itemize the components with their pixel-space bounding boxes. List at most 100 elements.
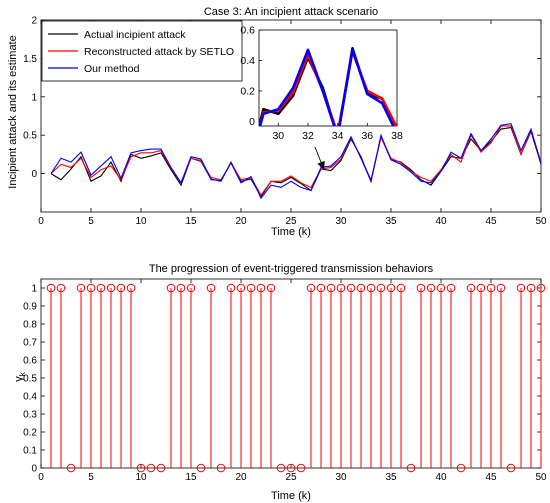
- inset-y-tick-label: 0.4: [240, 55, 255, 67]
- inset-y-tick-label: 0.6: [240, 25, 255, 37]
- y-tick-label: 0.1: [23, 446, 37, 457]
- series-line-2: [50, 123, 542, 200]
- stem-marker: [526, 283, 536, 293]
- x-tick-label: 35: [385, 216, 397, 227]
- stem-marker: [166, 283, 176, 293]
- ylabel-gamma: γ: [13, 376, 25, 382]
- stem-marker: [426, 283, 436, 293]
- stem-marker: [496, 283, 506, 293]
- stem-marker: [286, 463, 296, 473]
- y-tick-label: 0.5: [23, 131, 37, 142]
- stem-marker: [376, 283, 386, 293]
- stem-marker: [266, 283, 276, 293]
- x-tick-label: 10: [135, 216, 147, 227]
- stem-marker: [226, 283, 236, 293]
- stem-marker: [516, 283, 526, 293]
- y-tick-label: 0: [31, 464, 37, 475]
- stem-marker: [316, 283, 326, 293]
- attack-chart-title: Case 3: An incipient attack scenario: [204, 6, 378, 18]
- stem-marker: [486, 283, 496, 293]
- x-tick-label: 20: [235, 216, 247, 227]
- stem-marker: [326, 283, 336, 293]
- transmission-chart-ylabel: γk: [13, 371, 27, 382]
- x-tick-label: 15: [185, 216, 197, 227]
- stem-marker: [366, 283, 376, 293]
- legend-entry: Reconstructed attack by SETLO: [84, 46, 234, 58]
- x-tick-label: 40: [435, 216, 447, 227]
- inset-x-tick-label: 30: [272, 130, 284, 142]
- stem-marker: [236, 283, 246, 293]
- attack-chart-legend: Actual incipient attack Reconstructed att…: [41, 20, 243, 82]
- stem-marker: [196, 463, 206, 473]
- stem-marker: [126, 283, 136, 293]
- inset-y-tick-label: 0.2: [240, 85, 255, 97]
- x-tick-label: 5: [88, 216, 94, 227]
- y-tick-label: 0.8: [23, 320, 37, 331]
- legend-entry: Our method: [84, 63, 140, 75]
- transmission-chart: The progression of event-triggered trans…: [13, 263, 547, 502]
- x-tick-label: 50: [535, 216, 547, 227]
- y-tick-label: 0: [31, 169, 37, 180]
- x-tick-label: 35: [385, 472, 397, 483]
- stem-marker: [106, 283, 116, 293]
- stem-marker: [346, 283, 356, 293]
- stem-marker: [446, 283, 456, 293]
- x-tick-label: 20: [235, 472, 247, 483]
- x-tick-label: 25: [285, 216, 297, 227]
- stem-marker: [396, 283, 406, 293]
- y-tick-label: 0.3: [23, 410, 37, 421]
- y-tick-label: 0.6: [23, 356, 37, 367]
- x-tick-label: 10: [135, 472, 147, 483]
- plot-frame: [40, 278, 542, 469]
- attack-chart-xlabel: Time (k): [271, 226, 311, 238]
- x-tick-label: 30: [335, 216, 347, 227]
- y-tick-label: 1: [31, 284, 37, 295]
- attack-chart: Case 3: An incipient attack scenario Tim…: [7, 6, 547, 238]
- y-tick-label: 2: [31, 16, 37, 27]
- stem-marker: [76, 283, 86, 293]
- stem-marker: [416, 283, 426, 293]
- y-tick-label: 0.2: [23, 428, 37, 439]
- zoom-arrow-head: [317, 160, 325, 170]
- x-tick-label: 25: [285, 472, 297, 483]
- x-tick-label: 40: [435, 472, 447, 483]
- ylabel-subscript: k: [18, 371, 27, 376]
- y-tick-label: 0.5: [23, 374, 37, 385]
- x-tick-label: 45: [485, 216, 497, 227]
- stem-marker: [476, 283, 486, 293]
- stem-marker: [186, 283, 196, 293]
- stem-marker: [246, 283, 256, 293]
- stem-marker: [436, 283, 446, 293]
- stem-marker: [336, 283, 346, 293]
- stem-marker: [96, 283, 106, 293]
- y-tick-label: 0.7: [23, 338, 37, 349]
- x-tick-label: 5: [88, 472, 94, 483]
- stem-marker: [456, 463, 466, 473]
- stem-marker: [386, 283, 396, 293]
- x-tick-label: 30: [335, 472, 347, 483]
- x-tick-label: 0: [38, 216, 44, 227]
- y-tick-label: 1: [31, 92, 37, 103]
- stem-marker: [206, 283, 216, 293]
- inset-x-tick-label: 38: [391, 130, 403, 142]
- stem-marker: [66, 463, 76, 473]
- stem-marker: [86, 283, 96, 293]
- stem-marker: [256, 283, 266, 293]
- stem-marker: [46, 283, 56, 293]
- stem-marker: [136, 463, 146, 473]
- stem-marker: [356, 283, 366, 293]
- inset-x-tick-label: 32: [302, 130, 314, 142]
- legend-entry: Actual incipient attack: [84, 29, 186, 41]
- inset-series-line-2: [259, 48, 395, 126]
- x-tick-label: 45: [485, 472, 497, 483]
- x-tick-label: 15: [185, 472, 197, 483]
- stem-marker: [216, 463, 226, 473]
- stem-marker: [146, 463, 156, 473]
- attack-chart-ylabel: Incipient attack and its estimate: [7, 35, 19, 188]
- zoom-inset: 30 32 34 36 38 0 0.2 0.4 0.6: [240, 25, 403, 170]
- stem-marker: [536, 283, 546, 293]
- stem-marker: [56, 283, 66, 293]
- stem-marker: [156, 463, 166, 473]
- series-line-0: [50, 126, 542, 198]
